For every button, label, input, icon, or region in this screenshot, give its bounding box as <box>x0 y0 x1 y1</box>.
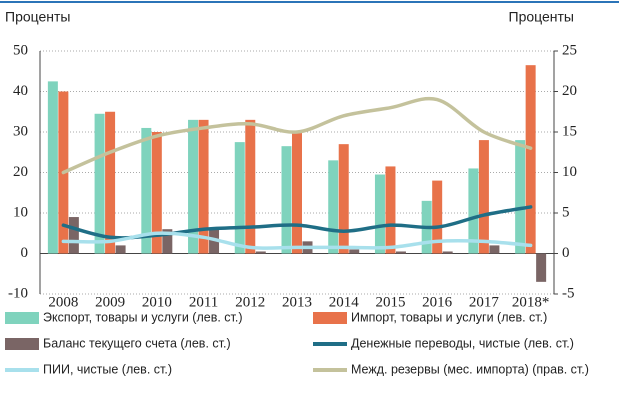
bar <box>328 160 339 254</box>
bar <box>349 249 360 254</box>
y2-tick-label: 5 <box>562 204 570 220</box>
bar <box>198 119 209 254</box>
bar <box>105 111 116 254</box>
bar <box>141 127 152 254</box>
bar <box>395 251 406 254</box>
bar <box>292 132 302 254</box>
y2-tick-label: 25 <box>562 42 577 58</box>
y2-axis-label: Проценты <box>509 9 575 25</box>
bar <box>281 146 292 254</box>
bar <box>151 132 162 254</box>
x-tick-label: 2014 <box>329 294 360 310</box>
bar <box>338 144 349 254</box>
bar <box>234 142 245 254</box>
x-tick-label: 2018* <box>512 294 550 310</box>
x-tick-label: 2011 <box>189 294 218 310</box>
bar <box>115 245 126 254</box>
x-tick-label: 2016 <box>422 294 453 310</box>
bar <box>442 251 453 254</box>
legend-swatch <box>5 338 39 350</box>
bar <box>162 229 173 254</box>
y2-tick-label: 15 <box>562 123 577 139</box>
y-tick-label: 40 <box>13 83 28 99</box>
x-tick-label: 2009 <box>95 294 125 310</box>
line <box>61 96 533 175</box>
bar <box>47 81 58 254</box>
legend-label: Баланс текущего счета (лев. ст.) <box>43 336 231 350</box>
bar <box>245 119 256 254</box>
bar <box>536 253 547 282</box>
bar <box>255 251 266 254</box>
y-axis-label: Проценты <box>5 9 71 25</box>
legend-label: Экспорт, товары и услуги (лев. ст.) <box>43 310 243 324</box>
y-tick-label: 10 <box>13 204 28 220</box>
bar <box>374 174 385 254</box>
x-tick-label: 2013 <box>282 294 312 310</box>
bar <box>432 180 443 254</box>
legend-label: ПИИ, чистые (лев. ст.) <box>43 362 172 376</box>
bar <box>188 119 199 254</box>
x-tick-label: 2012 <box>235 294 265 310</box>
legend-label: Денежные переводы, чистые (лев. ст.) <box>351 336 574 350</box>
y2-tick-label: 10 <box>562 164 577 180</box>
bar <box>478 140 489 254</box>
bar <box>209 229 220 254</box>
legend-swatch <box>313 312 347 324</box>
legend-swatch <box>5 312 39 324</box>
bar <box>385 166 396 254</box>
legend-label: Импорт, товары и услуги (лев. ст.) <box>351 310 547 324</box>
y-tick-label: 30 <box>13 123 28 139</box>
y2-tick-label: 20 <box>562 83 577 99</box>
bar <box>489 245 500 254</box>
y-tick-label: 50 <box>13 42 28 58</box>
y2-tick-label: 0 <box>562 245 570 261</box>
x-tick-label: 2017 <box>469 294 500 310</box>
x-tick-label: 2010 <box>142 294 172 310</box>
y-tick-label: -10 <box>8 285 28 301</box>
y-tick-label: 0 <box>21 245 29 261</box>
bar <box>94 113 105 254</box>
bar <box>525 65 536 254</box>
y2-tick-label: -5 <box>562 285 575 301</box>
x-tick-label: 2015 <box>375 294 405 310</box>
line <box>61 231 533 250</box>
bar <box>515 140 526 254</box>
bar <box>68 217 79 254</box>
x-tick-label: 2008 <box>48 294 78 310</box>
y-tick-label: 20 <box>13 164 28 180</box>
legend-label: Межд. резервы (мес. импорта) (прав. ст.) <box>351 362 589 376</box>
bar <box>468 168 479 254</box>
